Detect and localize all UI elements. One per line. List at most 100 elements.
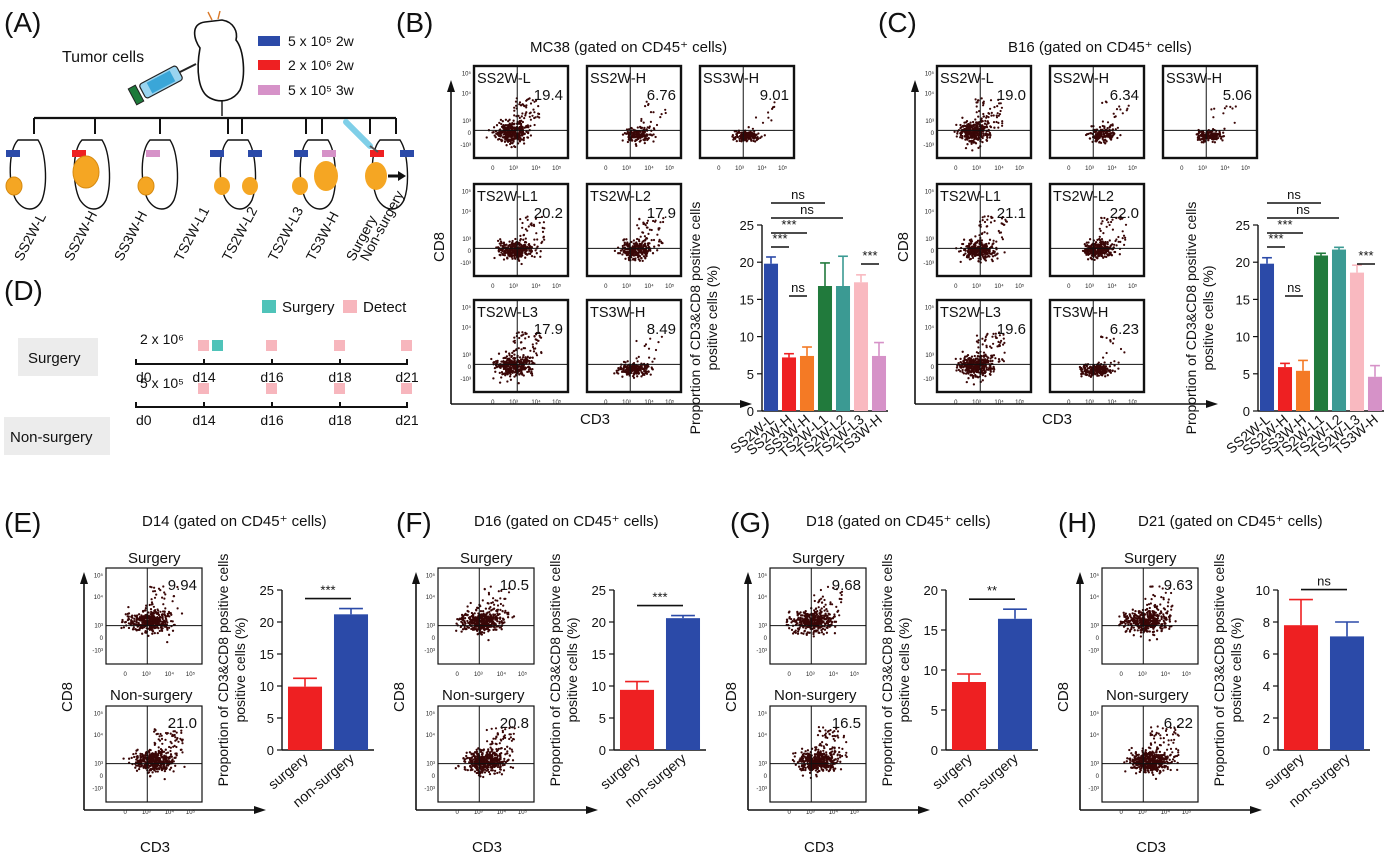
facs-dot: [503, 140, 507, 143]
facs-dot: [1106, 121, 1110, 124]
facs-dot: [524, 332, 527, 335]
facs-dot: [1105, 336, 1108, 339]
facs-dot: [650, 228, 653, 232]
facs-dot: [167, 626, 171, 629]
facs-dot: [164, 748, 167, 751]
facs-dot: [974, 252, 978, 256]
facs-dot: [494, 136, 497, 139]
facs-dot: [632, 254, 636, 257]
x-tick-label: 10³: [622, 400, 631, 406]
facs-dot: [953, 130, 956, 133]
facs-dot: [1101, 120, 1104, 123]
facs-dot: [992, 121, 996, 124]
facs-dot: [735, 139, 738, 143]
facs-dot: [1223, 107, 1226, 110]
facs-dot: [1100, 222, 1103, 225]
facs-dot: [134, 615, 138, 618]
facs-dot: [153, 596, 157, 599]
facs-dot: [526, 245, 529, 249]
x-tick-label: 10⁵: [552, 165, 562, 172]
facs-dot: [997, 340, 1000, 343]
injection-mark: [146, 150, 160, 157]
facs-dot: [970, 371, 973, 374]
y-tick-label: 0: [931, 365, 935, 371]
facs-dot: [632, 372, 635, 375]
y-tick-label: -10³: [923, 143, 934, 149]
facs-dot: [965, 125, 968, 129]
facs-dot: [977, 99, 980, 102]
facs-dot: [965, 137, 968, 140]
facs-dot: [1229, 105, 1232, 108]
y-tick-label: 10⁵: [925, 188, 935, 195]
facs-dot: [963, 127, 966, 131]
facs-dot: [508, 118, 511, 121]
y-tick-label: 0: [468, 365, 472, 371]
facs-dot: [485, 136, 488, 139]
facs-dot: [526, 218, 529, 221]
tumor-shape: [72, 155, 100, 189]
y-tick-label: 10⁴: [462, 325, 472, 332]
x-tick-label: 0: [954, 284, 958, 290]
facs-dot: [974, 373, 977, 377]
facs-dot: [636, 132, 640, 135]
facs-dot: [1103, 141, 1106, 144]
facs-dot: [522, 142, 526, 145]
facs-dot: [626, 370, 629, 373]
facs-dot: [507, 120, 510, 123]
facs-dot: [502, 258, 506, 261]
facs-dot: [1105, 218, 1108, 221]
facs-dot: [638, 249, 641, 252]
facs-dot: [1113, 370, 1117, 373]
facs-quadrant-value: 6.76: [647, 87, 676, 104]
facs-dot: [991, 335, 994, 338]
x-tick-label: 10⁴: [1107, 283, 1117, 290]
facs-dot: [533, 123, 536, 127]
facs-dot: [501, 365, 504, 368]
y-tick-label: 10⁴: [925, 91, 935, 98]
panel-b-facs-plot: SS3W-H9.010 10³ 10⁴ 10⁵: [698, 64, 796, 172]
facs-dot: [153, 631, 156, 635]
facs-dot: [962, 238, 966, 241]
facs-dot: [970, 240, 974, 243]
legend-swatch-red: [258, 60, 280, 70]
facs-dot: [624, 132, 628, 135]
small-mouse-icon: [5, 139, 47, 210]
facs-dot: [771, 107, 774, 110]
facs-dot: [649, 249, 652, 252]
bar-ts3w-h: [1367, 376, 1383, 411]
facs-dot: [1121, 230, 1124, 233]
facs-dot: [504, 118, 508, 121]
facs-dot: [162, 585, 165, 588]
facs-dot: [990, 367, 994, 370]
facs-dot: [974, 369, 978, 373]
facs-dot: [988, 131, 991, 135]
facs-dot: [127, 605, 130, 609]
facs-dot: [163, 777, 166, 781]
facs-dot: [1085, 253, 1088, 256]
facs-dot: [1094, 135, 1097, 138]
injection-mark: [322, 150, 336, 157]
facs-dot: [537, 105, 540, 108]
facs-dot: [966, 127, 970, 130]
facs-dot: [961, 116, 964, 119]
x-tick-label: 10⁵: [1015, 283, 1025, 290]
x-tick-label: 10⁴: [1220, 165, 1230, 172]
facs-dot: [1001, 122, 1004, 125]
facs-dot: [1100, 373, 1104, 377]
facs-dot: [497, 130, 501, 134]
facs-dot: [137, 613, 141, 616]
x-tick-label: 10⁵: [1128, 165, 1138, 172]
facs-dot: [981, 249, 984, 252]
facs-dot: [494, 370, 497, 373]
facs-dot: [1102, 132, 1105, 136]
facs-sample-name: TS2W-L1: [940, 189, 1001, 205]
facs-dot: [1088, 238, 1092, 241]
facs-dot: [514, 254, 517, 257]
facs-dot: [984, 256, 987, 259]
facs-dot: [508, 240, 511, 243]
facs-dot: [511, 371, 514, 374]
facs-dot: [149, 608, 153, 611]
facs-dot: [989, 365, 992, 368]
facs-dot: [519, 254, 522, 258]
